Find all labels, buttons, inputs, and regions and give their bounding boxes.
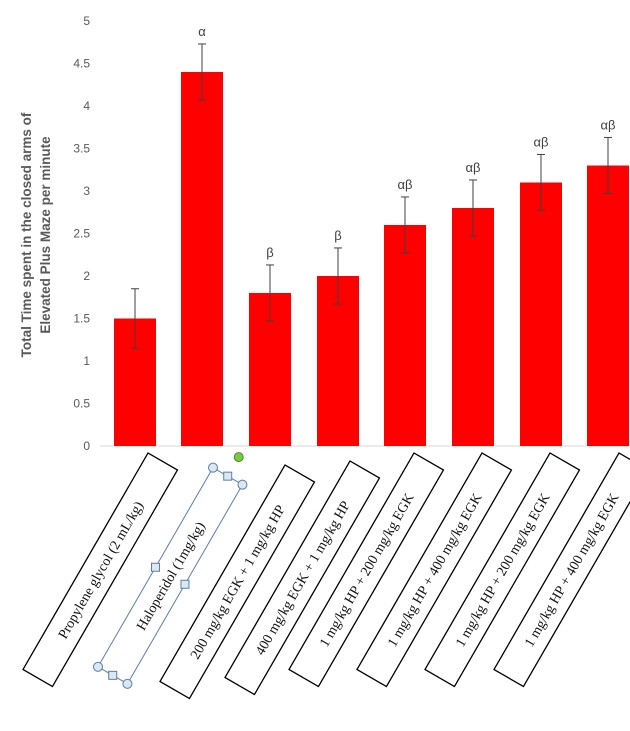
significance-label: β [334, 228, 341, 243]
y-tick-label: 3.5 [73, 142, 90, 156]
significance-label: αβ [601, 117, 616, 132]
category-label-frame [288, 452, 445, 688]
bar [452, 208, 494, 446]
y-tick-label: 4.5 [73, 57, 90, 71]
resize-handle [223, 471, 233, 481]
resize-handle [122, 678, 133, 689]
error-bars [131, 43, 612, 349]
resize-handle [108, 670, 118, 680]
selected-text-box-handles [93, 452, 248, 689]
category-label: Propylene glycol (2 mL/kg) [56, 499, 147, 642]
y-tick-label: 0 [83, 439, 90, 453]
category-label-frame [424, 452, 581, 688]
y-axis-label-line-1: Total Time spent in the closed arms of [19, 112, 34, 357]
resize-handle [208, 462, 218, 473]
significance-label: α [198, 24, 206, 39]
resize-handle [93, 661, 103, 672]
y-tick-label: 4 [83, 99, 90, 113]
y-tick-label: 0.5 [73, 397, 90, 411]
significance-label: αβ [398, 177, 413, 192]
category-label-frame [356, 452, 513, 688]
bar [587, 165, 629, 446]
bar [384, 225, 426, 446]
y-axis-ticks: 0 0.5 1 1.5 2 2.5 3 3.5 4 4.5 5 [73, 14, 90, 453]
resize-handle [151, 562, 160, 572]
bar [181, 72, 223, 446]
category-label-frame [224, 460, 381, 696]
y-axis-label: Total Time spent in the closed arms of E… [19, 112, 53, 357]
y-axis-label-line-2: Elevated Plus Maze per minute [38, 136, 53, 334]
significance-label: αβ [466, 160, 481, 175]
bar [520, 182, 562, 446]
category-label-frame [493, 452, 630, 688]
significance-label: β [266, 245, 273, 260]
category-label-frame [159, 464, 316, 700]
category-label-frame [22, 452, 179, 688]
significance-label: αβ [534, 134, 549, 149]
rotate-handle [233, 452, 244, 463]
y-tick-label: 1 [83, 354, 90, 368]
y-tick-label: 3 [83, 184, 90, 198]
y-tick-label: 2 [83, 269, 90, 283]
y-tick-label: 2.5 [73, 227, 90, 241]
bars [114, 72, 629, 446]
category-labels: Propylene glycol (2 mL/kg)Haloperidol (1… [22, 452, 630, 700]
resize-handle [237, 479, 248, 490]
y-tick-label: 1.5 [73, 312, 90, 326]
y-tick-label: 5 [83, 14, 90, 28]
resize-handle [180, 579, 190, 589]
